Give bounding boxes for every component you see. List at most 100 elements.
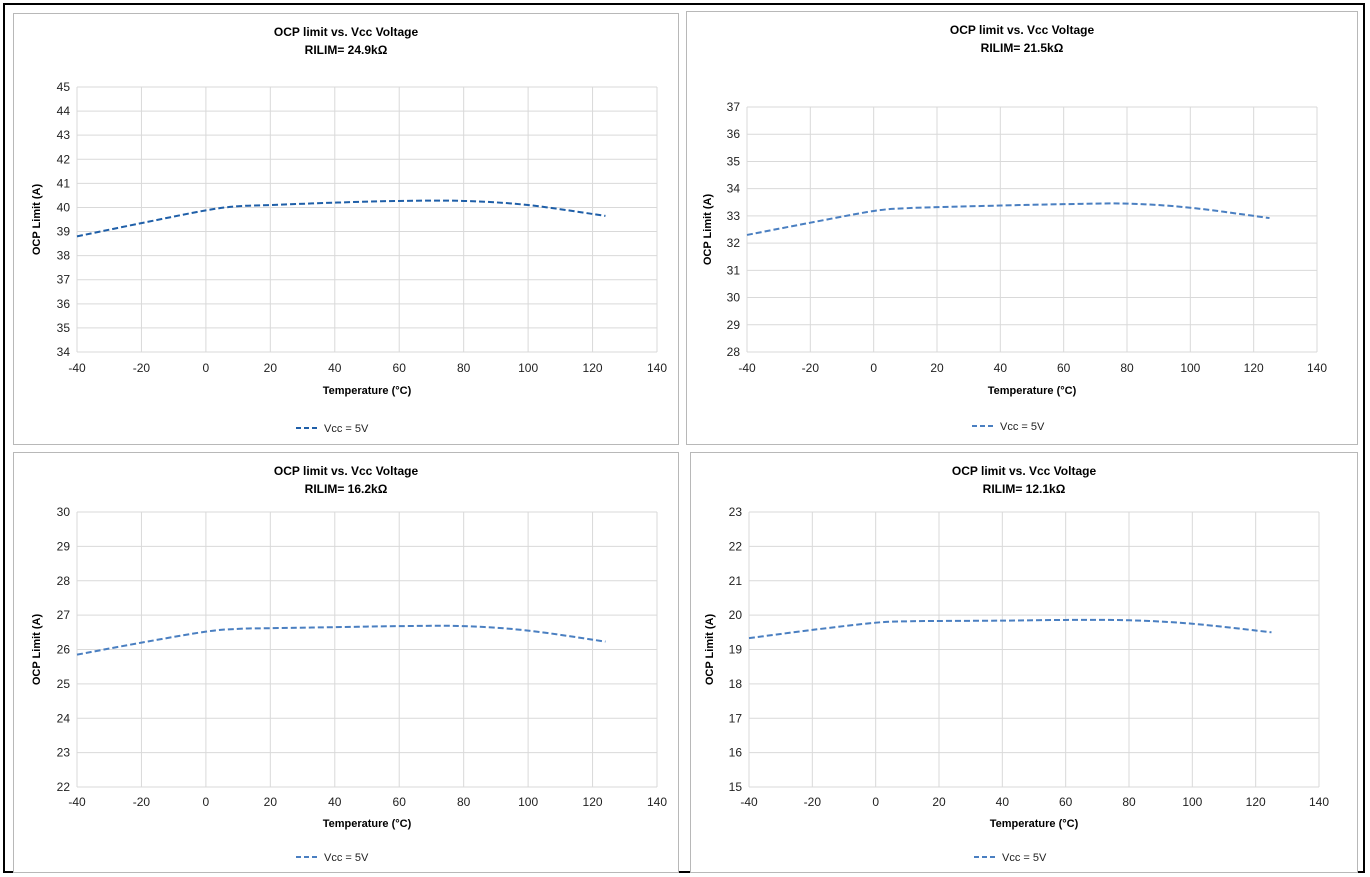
y-tick-label: 34 xyxy=(57,345,71,359)
x-tick-labels: -40 -20 0 20 40 60 80 100 120 140 xyxy=(68,361,667,375)
y-tick-label: 44 xyxy=(57,104,71,118)
y-tick-label: 28 xyxy=(57,574,71,588)
y-tick-label: 33 xyxy=(727,209,741,223)
y-tick-label: 19 xyxy=(729,643,743,657)
y-tick-label: 23 xyxy=(729,505,743,519)
x-tick-label: 120 xyxy=(583,795,603,809)
y-tick-label: 36 xyxy=(727,127,741,141)
x-tick-labels: -40 -20 0 20 40 60 80 100 120 140 xyxy=(68,795,667,809)
x-tick-label: 140 xyxy=(647,361,667,375)
y-tick-label: 30 xyxy=(727,291,741,305)
y-axis-label: OCP Limit (A) xyxy=(702,194,714,266)
grid xyxy=(76,86,658,353)
y-tick-label: 16 xyxy=(729,746,743,760)
x-tick-label: 20 xyxy=(930,361,944,375)
chart-panel-rilim-12-1k: OCP limit vs. Vcc Voltage RILIM= 12.1kΩ -4… xyxy=(690,452,1358,873)
x-tick-label: -40 xyxy=(68,795,86,809)
x-tick-label: 80 xyxy=(1122,795,1136,809)
series-line xyxy=(76,199,606,238)
legend: Vcc = 5V xyxy=(296,423,369,435)
x-tick-label: 140 xyxy=(1309,795,1329,809)
x-tick-label: 20 xyxy=(264,795,278,809)
y-tick-label: 32 xyxy=(727,236,741,250)
chart-svg: OCP limit vs. Vcc Voltage RILIM= 24.9kΩ -4… xyxy=(31,25,667,435)
x-tick-label: 0 xyxy=(872,795,879,809)
y-tick-labels: 15 16 17 18 19 20 21 22 23 xyxy=(729,505,743,794)
x-tick-label: -20 xyxy=(133,361,151,375)
y-tick-label: 21 xyxy=(729,574,743,588)
grid xyxy=(748,511,1320,788)
chart-svg: OCP limit vs. Vcc Voltage RILIM= 12.1kΩ -4… xyxy=(704,464,1329,864)
x-tick-label: -20 xyxy=(802,361,820,375)
y-tick-label: 40 xyxy=(57,200,71,214)
y-tick-label: 28 xyxy=(727,345,741,359)
y-tick-label: 37 xyxy=(57,273,71,287)
grid xyxy=(76,511,658,788)
y-tick-label: 29 xyxy=(57,539,71,553)
y-tick-label: 20 xyxy=(729,608,743,622)
chart-title: OCP limit vs. Vcc Voltage xyxy=(952,464,1097,478)
y-tick-label: 37 xyxy=(727,100,741,114)
legend: Vcc = 5V xyxy=(974,852,1047,864)
y-axis-label: OCP Limit (A) xyxy=(31,184,43,256)
x-tick-label: -20 xyxy=(133,795,151,809)
series-line xyxy=(748,618,1272,640)
y-tick-label: 38 xyxy=(57,249,71,263)
x-tick-label: 20 xyxy=(932,795,946,809)
y-tick-label: 42 xyxy=(57,152,71,166)
x-tick-label: 0 xyxy=(203,361,210,375)
grid xyxy=(746,106,1318,353)
x-axis-label: Temperature (°C) xyxy=(988,385,1077,397)
y-tick-label: 25 xyxy=(57,677,71,691)
figure-frame: OCP limit vs. Vcc Voltage RILIM= 24.9kΩ -4… xyxy=(3,3,1365,873)
x-tick-label: 60 xyxy=(1059,795,1073,809)
x-tick-label: 100 xyxy=(1182,795,1202,809)
chart-panel-rilim-24-9k: OCP limit vs. Vcc Voltage RILIM= 24.9kΩ -4… xyxy=(13,13,679,445)
chart-subtitle: RILIM= 16.2kΩ xyxy=(305,482,388,496)
legend: Vcc = 5V xyxy=(972,421,1045,433)
chart-title: OCP limit vs. Vcc Voltage xyxy=(274,464,419,478)
x-tick-label: 40 xyxy=(328,795,342,809)
x-tick-label: 140 xyxy=(1307,361,1327,375)
y-tick-label: 22 xyxy=(57,780,71,794)
x-tick-label: 0 xyxy=(203,795,210,809)
x-tick-label: 60 xyxy=(393,795,407,809)
y-tick-label: 34 xyxy=(727,182,741,196)
x-tick-label: 20 xyxy=(264,361,278,375)
y-tick-label: 30 xyxy=(57,505,71,519)
x-tick-label: 80 xyxy=(457,361,471,375)
y-tick-label: 35 xyxy=(57,321,71,335)
y-tick-labels: 22 23 24 25 26 27 28 29 30 xyxy=(57,505,71,794)
x-axis-label: Temperature (°C) xyxy=(990,818,1079,830)
x-tick-label: 80 xyxy=(457,795,471,809)
chart-subtitle: RILIM= 21.5kΩ xyxy=(981,41,1064,55)
legend-label: Vcc = 5V xyxy=(1002,852,1047,864)
x-tick-label: 140 xyxy=(647,795,667,809)
x-tick-label: -40 xyxy=(740,795,758,809)
y-tick-label: 27 xyxy=(57,608,71,622)
chart-title: OCP limit vs. Vcc Voltage xyxy=(274,25,419,39)
series-line xyxy=(76,624,606,656)
chart-panel-rilim-16-2k: OCP limit vs. Vcc Voltage RILIM= 16.2kΩ -4… xyxy=(13,452,679,873)
y-tick-labels: 34 35 36 37 38 39 40 41 42 43 44 45 xyxy=(57,80,71,359)
y-tick-label: 29 xyxy=(727,318,741,332)
chart-subtitle: RILIM= 12.1kΩ xyxy=(983,482,1066,496)
x-tick-label: 100 xyxy=(518,361,538,375)
y-tick-label: 45 xyxy=(57,80,71,94)
y-tick-label: 23 xyxy=(57,746,71,760)
x-tick-label: 0 xyxy=(870,361,877,375)
x-axis-label: Temperature (°C) xyxy=(323,385,412,397)
chart-subtitle: RILIM= 24.9kΩ xyxy=(305,43,388,57)
chart-panel-rilim-21-5k: OCP limit vs. Vcc Voltage RILIM= 21.5kΩ -4… xyxy=(686,11,1358,445)
chart-svg: OCP limit vs. Vcc Voltage RILIM= 16.2kΩ -4… xyxy=(31,464,667,864)
y-tick-label: 35 xyxy=(727,154,741,168)
x-tick-label: 40 xyxy=(996,795,1010,809)
x-tick-label: 60 xyxy=(1057,361,1071,375)
series-line xyxy=(746,202,1270,236)
x-tick-label: 100 xyxy=(518,795,538,809)
y-axis-label: OCP Limit (A) xyxy=(704,614,716,686)
x-tick-label: 60 xyxy=(393,361,407,375)
y-axis-label: OCP Limit (A) xyxy=(31,614,43,686)
x-tick-label: 120 xyxy=(1246,795,1266,809)
x-tick-label: -40 xyxy=(738,361,756,375)
